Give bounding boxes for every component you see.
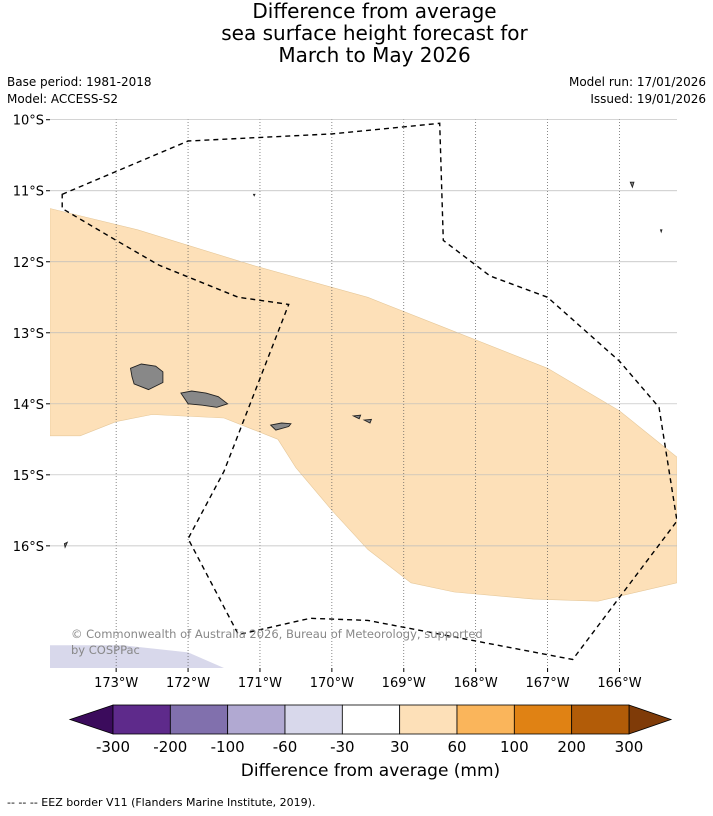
colorbar: -300 -200 -100 -60 -30 30 60 100 200 300 <box>68 704 673 756</box>
colorbar-tick-label: -100 <box>211 738 245 756</box>
colorbar-tick-label: -200 <box>153 738 187 756</box>
colorbar-bin <box>284 704 343 735</box>
land-manua-1 <box>351 414 362 420</box>
land-tutuila <box>269 422 292 431</box>
colorbar-bin <box>513 704 573 735</box>
colorbar-tick-label: 200 <box>557 738 586 756</box>
title-line-3: March to May 2026 <box>278 43 471 67</box>
colorbar-tick-label: 300 <box>615 738 644 756</box>
lon-tick-label: 168°W <box>454 676 498 691</box>
lat-tick-label: 13°S <box>13 327 44 342</box>
copyright-line: by COSPPac <box>71 643 140 657</box>
eez-footnote: -- -- -- EEZ border V11 (Flanders Marine… <box>7 796 316 809</box>
land-upolu <box>180 390 229 408</box>
colorbar-bin <box>227 704 286 735</box>
lon-tick-label: 172°W <box>166 676 210 691</box>
land-savaii <box>129 363 164 391</box>
colorbar-title: Difference from average (mm) <box>240 761 501 781</box>
model-run-label: Model run: 17/01/2026 <box>568 75 706 89</box>
colorbar-bin <box>399 704 458 735</box>
lat-tick-label: 11°S <box>13 185 44 200</box>
land-atoll-sw <box>63 541 69 549</box>
colorbar-under-triangle <box>68 704 114 735</box>
copyright-line: © Commonwealth of Australia 2026, Bureau… <box>71 627 483 641</box>
colorbar-bin <box>571 704 630 735</box>
land-atoll-e <box>659 229 663 234</box>
map-title: Difference from average sea surface heig… <box>0 0 713 66</box>
lon-tick-label: 167°W <box>525 676 569 691</box>
title-line-2: sea surface height forecast for <box>221 21 528 45</box>
lat-tick-label: 14°S <box>13 398 44 413</box>
lon-tick-label: 169°W <box>382 676 426 691</box>
colorbar-tick-label: 30 <box>390 738 409 756</box>
anomaly-negative-region <box>50 645 224 668</box>
colorbar-bin <box>112 704 171 735</box>
lon-tick-label: 166°W <box>597 676 641 691</box>
lat-tick-label: 15°S <box>13 469 44 484</box>
anomaly-30-60-region <box>50 208 677 602</box>
colorbar-tick-label: -300 <box>96 738 130 756</box>
lon-tick-label: 171°W <box>238 676 282 691</box>
meta-right: Model run: 17/01/2026 Issued: 19/01/2026 <box>569 74 706 108</box>
issued-label: Issued: 19/01/2026 <box>590 92 706 106</box>
lon-tick-label: 170°W <box>310 676 354 691</box>
map-layer: © Commonwealth of Australia 2026, Bureau… <box>13 114 677 691</box>
model-label: Model: ACCESS-S2 <box>7 92 119 106</box>
lat-tick-label: 10°S <box>13 114 44 129</box>
colorbar-tick-label: -60 <box>273 738 298 756</box>
colorbar-tick-label: -30 <box>330 738 355 756</box>
colorbar-over-triangle <box>628 704 673 735</box>
land-atoll-ne <box>629 181 635 189</box>
colorbar-bin <box>341 704 401 735</box>
copyright-text: © Commonwealth of Australia 2026, Bureau… <box>71 627 483 657</box>
colorbar-bin <box>169 704 229 735</box>
land-swains <box>252 193 256 197</box>
colorbar-tick-label: 100 <box>500 738 529 756</box>
title-line-1: Difference from average <box>252 0 497 23</box>
land-manua-2 <box>362 418 373 424</box>
colorbar-tick-label: 60 <box>447 738 466 756</box>
map-inner: © Commonwealth of Australia 2026, Bureau… <box>50 119 677 668</box>
meta-left: Base period: 1981-2018 Model: ACCESS-S2 <box>7 74 152 108</box>
lat-tick-label: 16°S <box>13 540 44 555</box>
colorbar-bin <box>456 704 515 735</box>
lat-tick-label: 12°S <box>13 256 44 271</box>
lon-tick-label: 173°W <box>94 676 138 691</box>
base-period-label: Base period: 1981-2018 <box>7 75 152 89</box>
